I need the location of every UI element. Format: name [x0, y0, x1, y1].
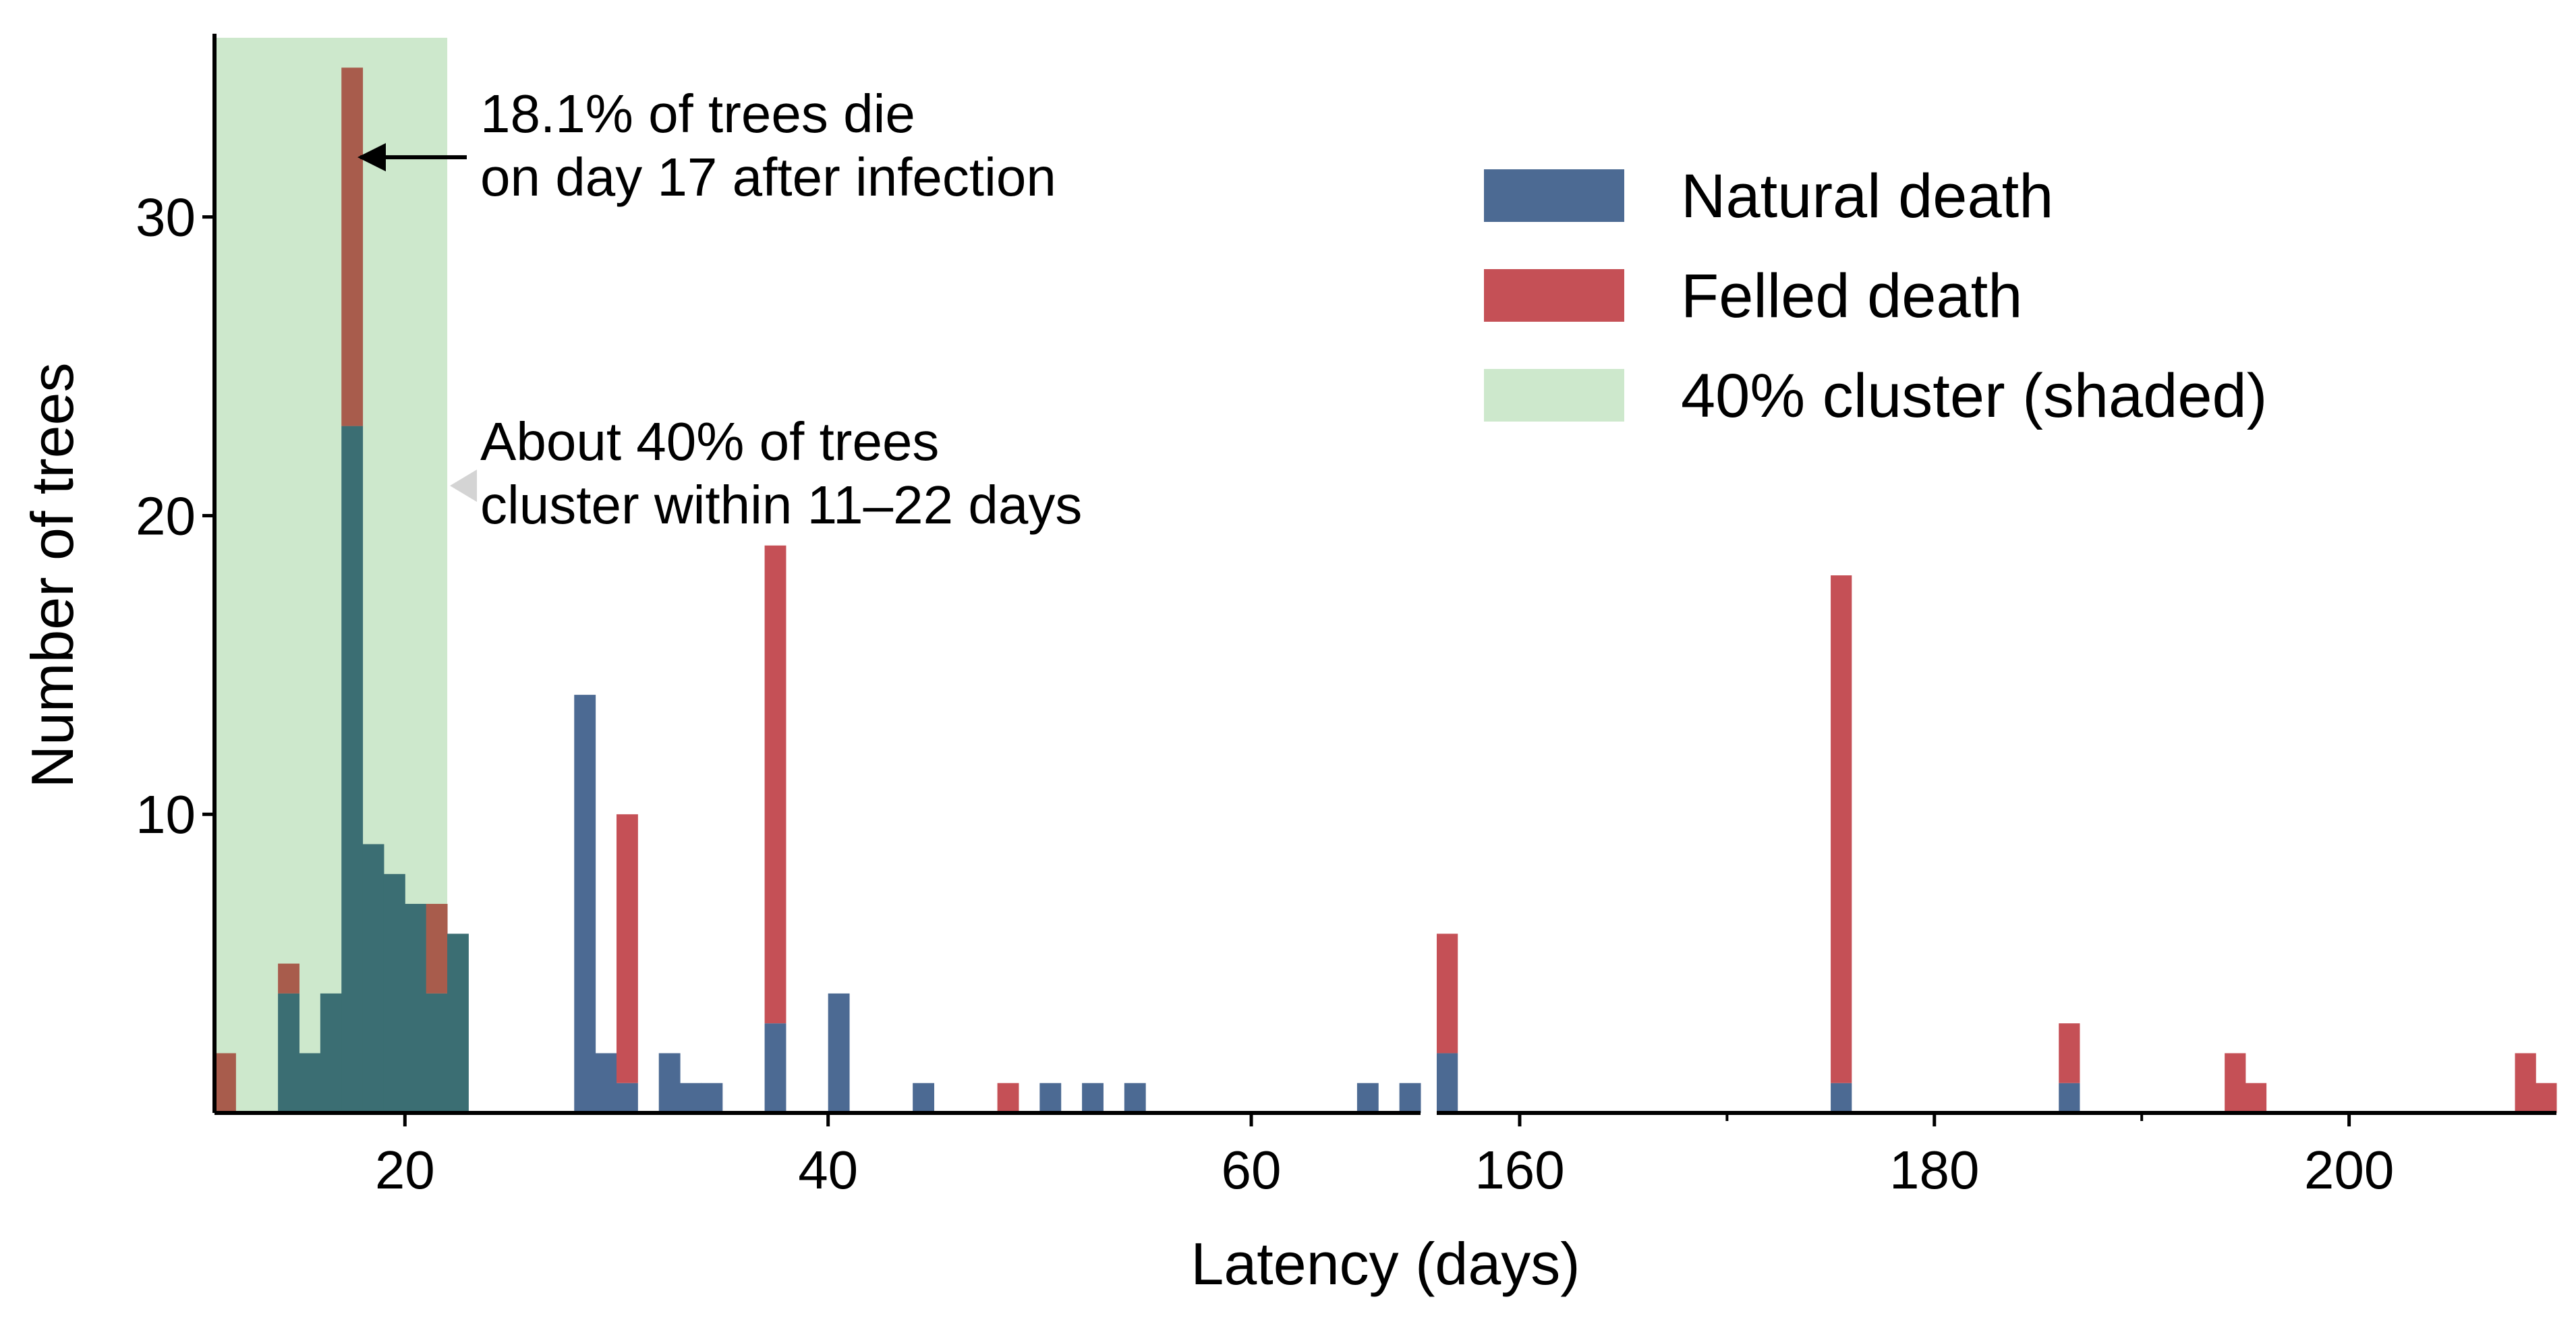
annotation-peak-line-2: on day 17 after infection [480, 147, 1056, 207]
bar-natural-day-50 [1039, 1083, 1062, 1113]
bar-felled-day-194 [2225, 1053, 2246, 1113]
bar-felled-day-208 [2515, 1053, 2536, 1113]
bar-natural-day-28 [574, 695, 596, 1113]
bar-felled-day-17 [341, 67, 364, 426]
bar-felled-day-210 [2536, 1083, 2557, 1113]
bar-felled-day-186 [2059, 1023, 2080, 1083]
legend-label-3: 40% cluster (shaded) [1681, 362, 2267, 430]
annotation-cluster-text: About 40% of trees cluster within 11–22 d… [480, 411, 1082, 535]
bar-natural-day-67 [1399, 1083, 1421, 1113]
bar-natural-day-18 [362, 844, 384, 1113]
bar-natural-day-20 [405, 904, 427, 1113]
bar-natural-day-16 [320, 993, 342, 1113]
legend-swatch-3 [1484, 369, 1624, 422]
bar-felled-day-156 [1437, 934, 1458, 1054]
x-tick-label-40: 40 [798, 1140, 858, 1200]
bar-felled-day-30 [617, 814, 638, 1083]
x-axis-title: Latency (days) [1191, 1230, 1580, 1297]
annotation-peak-line-1: 18.1% of trees die [480, 84, 915, 144]
bar-natural-day-15 [299, 1053, 321, 1113]
bar-natural-day-156 [1437, 1053, 1458, 1113]
legend-label-1: Natural death [1681, 162, 2053, 231]
bar-natural-day-17 [341, 426, 364, 1113]
y-tick-label-20: 20 [136, 486, 196, 546]
bar-natural-day-29 [595, 1053, 617, 1113]
bar-natural-day-34 [701, 1083, 723, 1113]
x-tick-label-200: 200 [2304, 1140, 2394, 1200]
y-axis-title: Number of trees [19, 363, 86, 788]
x-tick-label-160: 160 [1475, 1140, 1564, 1200]
annotation-peak-text: 18.1% of trees die on day 17 after infect… [480, 84, 1056, 207]
legend-swatch-1 [1484, 169, 1624, 222]
bar-natural-day-175 [1831, 1083, 1852, 1113]
bar-natural-day-54 [1124, 1083, 1146, 1113]
bar-natural-day-33 [680, 1083, 702, 1113]
bar-natural-day-30 [617, 1083, 638, 1113]
y-tick-label-10: 10 [136, 784, 196, 844]
y-tick-label-30: 30 [136, 188, 196, 248]
bar-natural-day-44 [913, 1083, 935, 1113]
bar-felled-day-11 [214, 1053, 236, 1113]
bar-felled-day-14 [278, 963, 299, 994]
legend-swatch-2 [1484, 269, 1624, 322]
bar-felled-day-48 [997, 1083, 1019, 1113]
bar-natural-day-19 [383, 873, 405, 1113]
bar-felled-day-37 [764, 545, 786, 1024]
bar-natural-day-186 [2059, 1083, 2080, 1113]
bar-natural-day-21 [426, 993, 448, 1113]
bar-natural-day-37 [764, 1023, 786, 1113]
bar-natural-day-65 [1356, 1083, 1379, 1113]
bar-natural-day-22 [447, 934, 469, 1113]
bar-felled-day-175 [1831, 575, 1852, 1083]
x-tick-label-180: 180 [1889, 1140, 1979, 1200]
bar-natural-day-32 [658, 1053, 681, 1113]
bar-felled-day-21 [426, 904, 448, 994]
bar-natural-day-40 [828, 993, 850, 1113]
x-tick-label-60: 60 [1222, 1140, 1282, 1200]
bar-natural-day-14 [278, 993, 299, 1113]
x-tick-label-20: 20 [375, 1140, 435, 1200]
annotation-pointer-cluster [450, 469, 478, 503]
bar-natural-day-52 [1082, 1083, 1104, 1113]
bar-felled-day-195 [2245, 1083, 2267, 1113]
legend-label-2: Felled death [1681, 262, 2022, 331]
annotation-cluster-line-2: cluster within 11–22 days [480, 475, 1082, 535]
annotation-cluster-line-1: About 40% of trees [480, 411, 939, 471]
